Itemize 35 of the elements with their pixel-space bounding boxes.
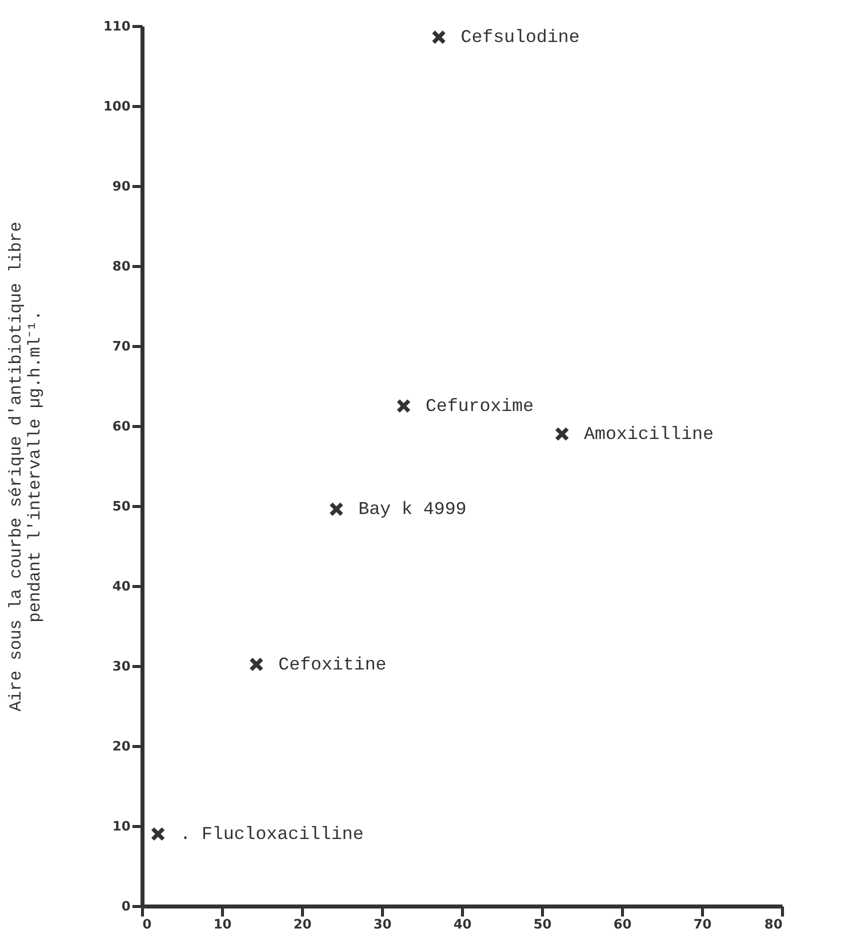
annotation: Bay k 4999 [358,500,466,520]
y-tick-label: 70 [112,340,130,354]
y-tick-label: 90 [112,180,130,194]
y-tick-label: 100 [103,100,130,114]
point [150,826,166,842]
annotation: Cefsulodine [460,28,580,48]
y-tick-label: 110 [103,20,130,34]
annotation: Amoxicilline [584,425,714,445]
x-tick-label: 10 [213,918,232,932]
point [554,426,570,442]
y-tick-label: 80 [112,260,130,274]
annotation: . Flucloxacilline [180,825,364,845]
x-tick-label: 40 [453,918,472,932]
point [249,657,264,672]
y-tick-label: 0 [121,900,130,914]
point [432,30,446,44]
text: Aire sous la courbe sérique d'antibiotique libre [7,222,26,712]
x-tick-label: 20 [293,918,312,932]
x-tick-label: 60 [613,918,632,932]
annotation: Cefuroxime [426,397,534,417]
text: pendant l'intervalle µg.h.ml⁻¹. [26,310,46,623]
x-tick-label: 70 [693,918,712,932]
y-tick-label: 20 [112,740,130,754]
y-tick-label: 10 [112,820,130,834]
y-tick-label: 30 [112,660,130,674]
y-tick-label: 50 [112,500,130,514]
x-tick-label: 50 [533,918,552,932]
annotation: Cefoxitine [278,655,386,676]
x-tick-label: 30 [373,918,392,932]
x-tick-label: 80 [764,918,782,932]
point [396,398,411,414]
y-tick-label: 40 [112,580,130,594]
point [329,502,344,516]
y-tick-label: 60 [112,420,130,434]
x-tick-label: 0 [142,918,152,932]
